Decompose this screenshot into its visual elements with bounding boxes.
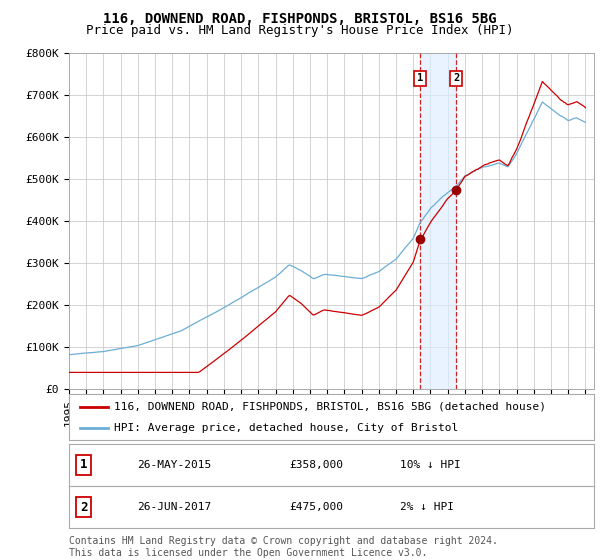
Text: £475,000: £475,000 <box>290 502 343 512</box>
Text: 26-JUN-2017: 26-JUN-2017 <box>137 502 212 512</box>
Text: 1: 1 <box>417 73 423 83</box>
Text: 116, DOWNEND ROAD, FISHPONDS, BRISTOL, BS16 5BG (detached house): 116, DOWNEND ROAD, FISHPONDS, BRISTOL, B… <box>113 402 545 412</box>
Text: 10% ↓ HPI: 10% ↓ HPI <box>400 460 461 469</box>
Text: 2% ↓ HPI: 2% ↓ HPI <box>400 502 454 512</box>
Bar <box>420 53 456 389</box>
Text: Price paid vs. HM Land Registry's House Price Index (HPI): Price paid vs. HM Land Registry's House … <box>86 24 514 37</box>
Text: Contains HM Land Registry data © Crown copyright and database right 2024.
This d: Contains HM Land Registry data © Crown c… <box>69 536 498 558</box>
Text: HPI: Average price, detached house, City of Bristol: HPI: Average price, detached house, City… <box>113 423 458 433</box>
Text: 2: 2 <box>453 73 459 83</box>
Text: 26-MAY-2015: 26-MAY-2015 <box>137 460 212 469</box>
Text: £358,000: £358,000 <box>290 460 343 469</box>
Text: 116, DOWNEND ROAD, FISHPONDS, BRISTOL, BS16 5BG: 116, DOWNEND ROAD, FISHPONDS, BRISTOL, B… <box>103 12 497 26</box>
Text: 1: 1 <box>80 458 88 471</box>
Text: 2: 2 <box>80 501 88 514</box>
